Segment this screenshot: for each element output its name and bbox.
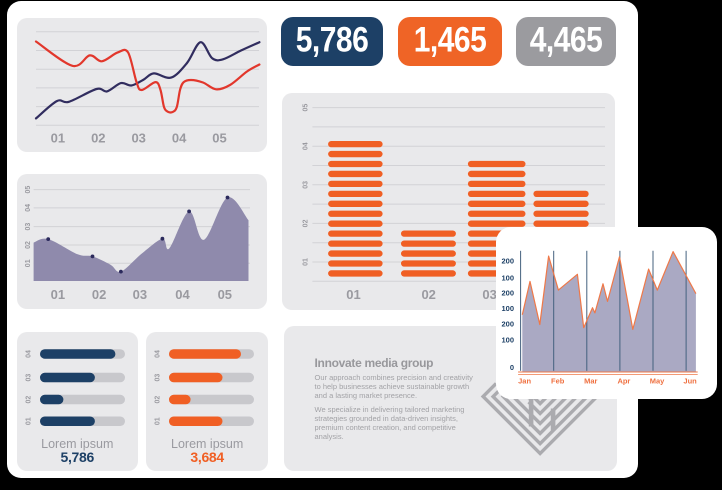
svg-text:02: 02 [421,287,435,302]
svg-text:03: 03 [25,223,32,231]
svg-text:Jun: Jun [683,377,697,386]
svg-text:100: 100 [501,335,514,344]
svg-text:May: May [650,377,665,386]
svg-text:01: 01 [154,417,161,425]
svg-text:03: 03 [303,181,310,189]
svg-text:04: 04 [25,349,32,357]
svg-text:05: 05 [25,186,32,194]
svg-text:02: 02 [92,287,106,302]
svg-text:05: 05 [212,131,226,146]
svg-text:05: 05 [303,104,310,112]
svg-text:Apr: Apr [617,377,630,386]
svg-text:01: 01 [346,287,360,302]
svg-text:Feb: Feb [551,377,565,386]
svg-text:Mar: Mar [584,377,597,386]
svg-text:03: 03 [25,373,32,381]
svg-text:03: 03 [154,373,161,381]
svg-text:04: 04 [25,204,32,212]
svg-text:03: 03 [133,287,147,302]
svg-text:03: 03 [131,131,145,146]
svg-text:02: 02 [154,395,161,403]
svg-text:01: 01 [51,131,65,146]
svg-text:05: 05 [218,287,232,302]
svg-text:01: 01 [51,287,65,302]
svg-text:04: 04 [175,287,190,302]
svg-text:Jan: Jan [518,377,531,386]
svg-text:02: 02 [91,131,105,146]
svg-text:100: 100 [501,273,514,282]
svg-text:01: 01 [25,259,32,267]
svg-text:01: 01 [25,417,32,425]
svg-text:04: 04 [303,142,310,150]
svg-text:0: 0 [510,363,514,372]
svg-text:01: 01 [303,258,310,266]
svg-text:100: 100 [501,304,514,313]
svg-text:02: 02 [303,219,310,227]
svg-text:200: 200 [501,320,514,329]
svg-text:02: 02 [25,241,32,249]
svg-text:04: 04 [154,349,161,357]
svg-text:02: 02 [25,395,32,403]
svg-text:200: 200 [501,257,514,266]
svg-text:04: 04 [172,131,187,146]
svg-text:200: 200 [501,288,514,297]
svg-text:03: 03 [482,287,496,302]
